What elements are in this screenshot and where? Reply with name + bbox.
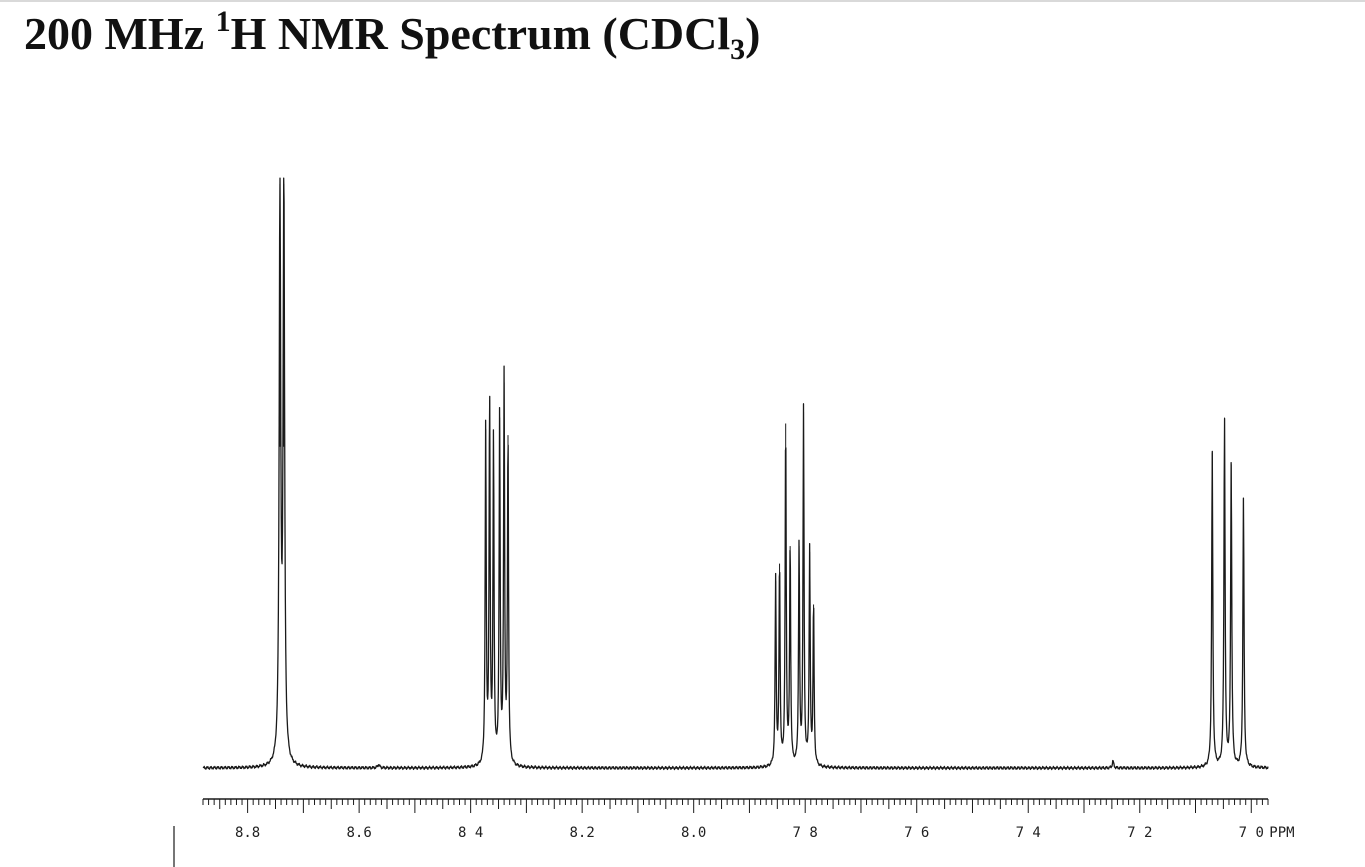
axis-tick-label: 8.0 bbox=[681, 825, 706, 841]
axis-tick-label: 7 6 bbox=[904, 825, 929, 841]
axis-tick-label: 8.6 bbox=[346, 825, 371, 841]
spectrum-trace-group bbox=[202, 177, 1269, 771]
top-rule bbox=[0, 0, 1365, 2]
axis-unit-label: PPM bbox=[1269, 825, 1294, 841]
peak-marks-group bbox=[279, 184, 1244, 679]
title-prefix: 200 MHz bbox=[24, 8, 216, 59]
axis-tick-label: 8.2 bbox=[570, 825, 595, 841]
axis-tick-label: 7 8 bbox=[793, 825, 818, 841]
chart-title: 200 MHz 1H NMR Spectrum (CDCl3) bbox=[24, 4, 761, 66]
axis-tick-label: 8.8 bbox=[235, 825, 260, 841]
spectrum-trace bbox=[202, 177, 1269, 771]
axis-tick-label: 7 0 bbox=[1239, 825, 1264, 841]
axis-tick-label: 7 4 bbox=[1016, 825, 1041, 841]
title-isotope-superscript: 1 bbox=[215, 5, 231, 38]
axis-tick-label: 8 4 bbox=[458, 825, 483, 841]
title-nucleus-and-type: H NMR Spectrum (CDCl bbox=[230, 8, 731, 59]
ppm-axis: 8.8 8.6 8 4 8.2 8.0 7 8 7 6 7 4 7 2 7 0 PPM bbox=[173, 798, 1295, 867]
title-solvent-subscript: 3 bbox=[730, 33, 746, 66]
title-suffix: ) bbox=[745, 8, 761, 59]
axis-tick-label: 7 2 bbox=[1127, 825, 1152, 841]
